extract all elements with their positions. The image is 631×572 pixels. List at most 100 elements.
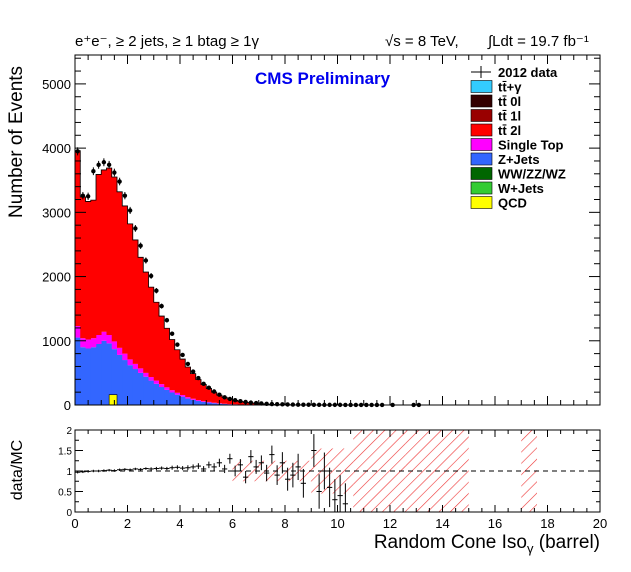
bar-tt-l-12 xyxy=(138,257,144,369)
bar-single-top-0 xyxy=(75,326,81,338)
bar-single-top-9 xyxy=(122,353,128,361)
bar-z-jets-9 xyxy=(122,360,128,405)
ratio-y-axis-label: data/MC xyxy=(9,440,26,500)
bar-single-top-11 xyxy=(132,363,139,370)
bar-tt-l-23 xyxy=(195,379,202,401)
bar-z-jets-19 xyxy=(174,394,181,405)
legend-label: W+Jets xyxy=(498,181,544,196)
bar-tt-l-26 xyxy=(211,392,218,403)
main-panel: 0 1000 2000 3000 4000 5000 CMS Preliminary Nu… xyxy=(6,54,601,413)
data-point xyxy=(211,389,217,394)
y-tick-label: 2000 xyxy=(42,270,71,285)
bar-single-top-3 xyxy=(90,338,97,348)
ratio-x-ticks: 0 2 4 6 8 10 12 14 16 18 20 xyxy=(71,430,607,531)
bar-z-jets-20 xyxy=(180,396,186,405)
bar-single-top-10 xyxy=(127,359,134,366)
bar-tt-l-15 xyxy=(153,302,160,381)
bar-z-jets-0 xyxy=(75,337,81,405)
data-point xyxy=(196,375,201,381)
bar-single-top-17 xyxy=(164,387,170,390)
bar-z-jets-5 xyxy=(101,340,107,405)
bar-z-jets-8 xyxy=(117,354,123,405)
ratio-y-tick-label: 0.5 xyxy=(58,488,72,499)
bar-tt-l-2 xyxy=(85,201,92,340)
bar-tt-l-14 xyxy=(148,287,155,378)
bar-tt-l-10 xyxy=(127,223,134,360)
data-point xyxy=(248,400,254,405)
bar-single-top-2 xyxy=(85,339,92,349)
bar-z-jets-13 xyxy=(143,376,149,405)
legend-label: 2012 data xyxy=(498,65,558,80)
bar-z-jets-24 xyxy=(201,401,207,405)
bar-z-jets-2 xyxy=(85,348,92,405)
bar-tt-l-19 xyxy=(174,349,181,393)
data-point xyxy=(148,273,154,279)
bar-z-jets-15 xyxy=(153,383,160,405)
bar-single-top-16 xyxy=(159,384,165,388)
data-point xyxy=(75,149,80,154)
legend-swatch xyxy=(470,181,493,195)
main-x-ticks xyxy=(74,55,601,405)
data-point xyxy=(117,179,122,184)
x-tick-label: 10 xyxy=(330,516,344,531)
y-tick-label: 5000 xyxy=(42,77,71,92)
bar-tt-l-25 xyxy=(206,388,212,402)
legend-swatch xyxy=(470,152,493,166)
data-point xyxy=(96,162,101,168)
bar-z-jets-4 xyxy=(96,343,102,405)
legend-swatch xyxy=(470,123,493,137)
ratio-y-ticks: 0 0.5 1 1.5 2 xyxy=(58,426,600,519)
legend-swatch xyxy=(470,138,493,151)
uncertainty-band-segment xyxy=(232,460,312,482)
data-point xyxy=(274,402,280,407)
bar-tt-l-17 xyxy=(164,328,170,388)
bar-tt-l-29 xyxy=(227,399,233,405)
bar-single-top-24 xyxy=(201,401,207,402)
x-axis-label-main: Random Cone Iso xyxy=(374,532,527,553)
legend-swatch xyxy=(470,196,493,209)
y-tick-label: 1000 xyxy=(42,334,71,349)
bar-z-jets-16 xyxy=(159,387,165,405)
legend-label: WW/ZZ/WZ xyxy=(498,167,566,182)
bar-tt-l-28 xyxy=(222,397,228,404)
chart-title: CMS Preliminary xyxy=(255,69,391,88)
bar-single-top-23 xyxy=(195,400,202,402)
data-point xyxy=(175,342,180,347)
bar-tt-l-3 xyxy=(90,200,97,339)
legend-swatch xyxy=(470,109,493,122)
data-point xyxy=(185,361,191,367)
bar-single-top-21 xyxy=(185,397,191,399)
data-point xyxy=(91,169,96,174)
y-tick-label: 3000 xyxy=(42,205,71,220)
data-point xyxy=(217,392,222,397)
bar-qcd xyxy=(108,394,118,406)
data-point xyxy=(169,331,175,336)
data-point xyxy=(227,396,233,402)
bar-tt-l-1 xyxy=(80,196,86,339)
ratio-y-tick-label: 1.5 xyxy=(58,447,72,458)
x-axis-label: Random Cone Isoγ (barrel) xyxy=(374,532,600,556)
x-axis-label-suffix: (barrel) xyxy=(533,532,600,553)
data-point xyxy=(133,226,138,231)
ratio-y-tick-label: 0 xyxy=(66,508,72,519)
data-point xyxy=(122,193,128,198)
data-point xyxy=(143,258,149,263)
bar-single-top-15 xyxy=(153,380,160,384)
bar-single-top-25 xyxy=(206,401,212,403)
data-point xyxy=(80,193,86,198)
x-tick-label: 4 xyxy=(176,516,183,531)
bar-tt-l-6 xyxy=(106,168,113,335)
uncertainty-band-segment xyxy=(353,430,406,512)
data-point xyxy=(285,402,290,407)
x-tick-label: 14 xyxy=(435,516,449,531)
legend-label: Z+Jets xyxy=(498,152,540,167)
legend-label: QCD xyxy=(498,196,527,211)
bar-single-top-22 xyxy=(190,398,197,400)
bar-single-top-20 xyxy=(180,395,186,397)
bar-tt-l-27 xyxy=(216,395,223,404)
selection-label: e⁺e⁻, ≥ 2 jets, ≥ 1 btag ≥ 1γ xyxy=(75,33,259,50)
legend-label: tt̄ 0l xyxy=(498,94,521,109)
data-point xyxy=(154,288,159,293)
data-point xyxy=(101,160,107,165)
bar-tt-l-22 xyxy=(190,373,197,399)
